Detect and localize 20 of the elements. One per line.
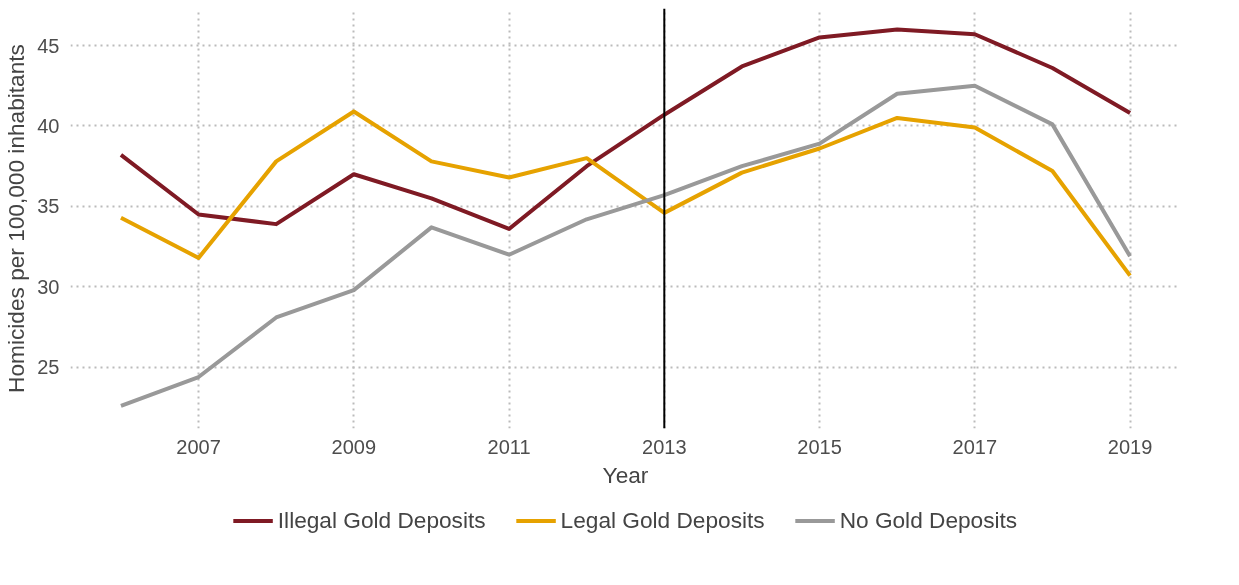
y-tick-label: 35 — [37, 195, 60, 218]
legend-label: No Gold Deposits — [839, 506, 1018, 534]
x-tick-label: 2019 — [1107, 435, 1153, 458]
y-tick-label: 30 — [37, 275, 60, 298]
x-tick-label: 2007 — [176, 435, 221, 458]
line-series — [118, 109, 1133, 278]
line-series — [118, 27, 1133, 231]
y-tick-label: 45 — [37, 34, 60, 57]
line-series — [118, 83, 1133, 408]
x-tick-label: 2013 — [642, 435, 687, 458]
legend-label: Legal Gold Deposits — [560, 506, 765, 534]
y-tick-label: 25 — [37, 356, 60, 379]
x-tick-label: 2017 — [952, 435, 998, 458]
x-tick-label: 2009 — [331, 435, 377, 458]
x-axis-title: Year — [602, 461, 649, 488]
x-tick-label: 2015 — [797, 435, 842, 458]
x-tick-label: 2011 — [487, 435, 531, 458]
y-axis-title: Homicides per 100,000 inhabitants — [3, 44, 30, 393]
legend-label: Illegal Gold Deposits — [277, 506, 486, 534]
y-tick-label: 40 — [37, 114, 60, 137]
